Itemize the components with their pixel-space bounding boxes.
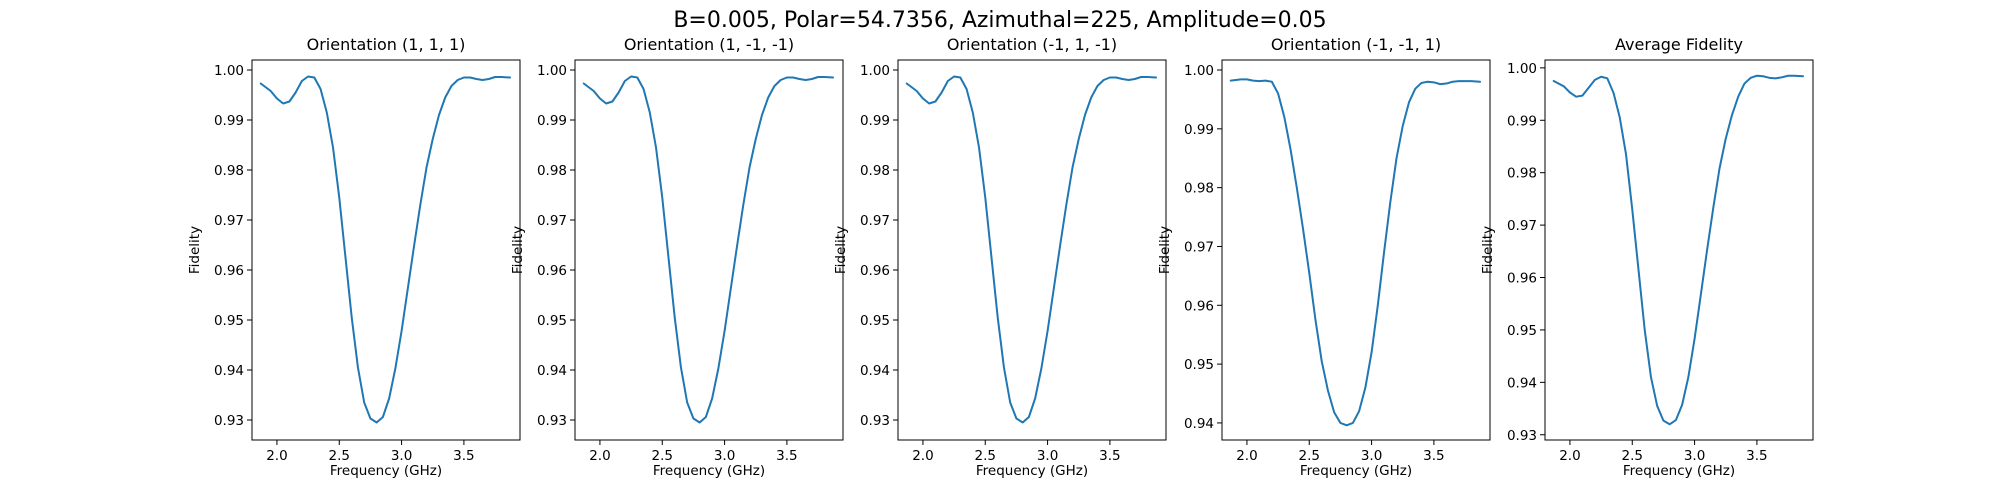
chart-title: Orientation (1, -1, -1) bbox=[624, 35, 794, 54]
y-tick-label: 0.95 bbox=[860, 313, 890, 329]
chart-panel-4: Orientation (-1, -1, 1) 2.0 2.5 3.0 3.5 0.94 0… bbox=[1157, 35, 1491, 479]
y-tick-label: 0.93 bbox=[214, 413, 244, 429]
x-tick-label: 3.5 bbox=[1099, 448, 1120, 464]
x-tick-label: 3.0 bbox=[391, 448, 412, 464]
chart-title: Average Fidelity bbox=[1615, 35, 1743, 54]
y-axis-label: Fidelity bbox=[187, 226, 203, 274]
y-axis-label: Fidelity bbox=[1157, 226, 1173, 274]
plot-frame bbox=[897, 59, 1167, 441]
x-axis-label: Frequency (GHz) bbox=[1623, 463, 1735, 479]
chart-title: Orientation (1, 1, 1) bbox=[307, 35, 466, 54]
y-tick-label: 1.00 bbox=[1184, 63, 1214, 79]
y-tick-label: 0.94 bbox=[537, 363, 567, 379]
x-axis-label: Frequency (GHz) bbox=[976, 463, 1088, 479]
y-tick-label: 0.97 bbox=[537, 213, 567, 229]
y-tick-label: 0.99 bbox=[1507, 113, 1537, 129]
series-line bbox=[259, 75, 512, 424]
chart-panel-1: Orientation (1, 1, 1) 2.0 2.5 3.0 3.5 0.93 0.9… bbox=[187, 35, 521, 479]
y-tick-label: 0.94 bbox=[1507, 375, 1537, 391]
y-tick-label: 0.98 bbox=[1507, 166, 1537, 182]
plot-frame bbox=[1544, 59, 1814, 441]
x-tick-label: 3.5 bbox=[453, 448, 474, 464]
y-tick-label: 0.96 bbox=[1184, 298, 1214, 314]
y-tick-label: 0.94 bbox=[1184, 416, 1214, 432]
y-tick-label: 0.98 bbox=[537, 163, 567, 179]
y-tick-label: 0.98 bbox=[860, 163, 890, 179]
plot-frame bbox=[1221, 59, 1491, 441]
x-tick-label: 2.5 bbox=[329, 448, 350, 464]
x-axis-label: Frequency (GHz) bbox=[1300, 463, 1412, 479]
chart-panel-3: Orientation (-1, 1, -1) 2.0 2.5 3.0 3.5 0.93 0… bbox=[833, 35, 1167, 479]
y-tick-label: 0.95 bbox=[537, 313, 567, 329]
x-tick-label: 2.0 bbox=[1559, 448, 1580, 464]
y-tick-label: 0.99 bbox=[214, 113, 244, 129]
x-tick-label: 2.0 bbox=[1236, 448, 1257, 464]
x-tick-label: 3.0 bbox=[1037, 448, 1058, 464]
x-tick-label: 2.0 bbox=[266, 448, 287, 464]
y-tick-label: 0.95 bbox=[1184, 357, 1214, 373]
x-tick-label: 3.5 bbox=[776, 448, 797, 464]
y-tick-label: 0.93 bbox=[1507, 428, 1537, 444]
chart-panel-5: Average Fidelity 2.0 2.5 3.0 3.5 0.93 0.94 0.95… bbox=[1480, 35, 1814, 479]
y-tick-label: 0.96 bbox=[1507, 271, 1537, 287]
figure-suptitle: B=0.005, Polar=54.7356, Azimuthal=225, A… bbox=[673, 8, 1326, 33]
series-line bbox=[1229, 78, 1482, 427]
y-axis-label: Fidelity bbox=[510, 226, 526, 274]
y-tick-label: 0.95 bbox=[214, 313, 244, 329]
y-tick-label: 0.96 bbox=[860, 263, 890, 279]
series-line bbox=[905, 75, 1158, 424]
y-tick-label: 0.96 bbox=[214, 263, 244, 279]
x-axis-label: Frequency (GHz) bbox=[653, 463, 765, 479]
y-axis-label: Fidelity bbox=[833, 226, 849, 274]
x-tick-label: 2.0 bbox=[912, 448, 933, 464]
y-tick-label: 0.98 bbox=[1184, 181, 1214, 197]
y-axis-label: Fidelity bbox=[1480, 226, 1496, 274]
y-tick-label: 0.99 bbox=[537, 113, 567, 129]
y-tick-label: 0.94 bbox=[214, 363, 244, 379]
x-tick-label: 2.5 bbox=[1622, 448, 1643, 464]
x-tick-label: 3.0 bbox=[1684, 448, 1705, 464]
x-tick-label: 3.5 bbox=[1423, 448, 1444, 464]
y-tick-label: 1.00 bbox=[860, 63, 890, 79]
x-tick-label: 3.0 bbox=[1361, 448, 1382, 464]
y-tick-label: 0.97 bbox=[214, 213, 244, 229]
series-line bbox=[1552, 74, 1805, 426]
x-tick-label: 3.5 bbox=[1746, 448, 1767, 464]
plot-frame bbox=[574, 59, 844, 441]
x-tick-label: 3.0 bbox=[714, 448, 735, 464]
chart-title: Orientation (-1, -1, 1) bbox=[1271, 35, 1441, 54]
y-tick-label: 0.97 bbox=[1184, 239, 1214, 255]
series-line bbox=[582, 75, 835, 424]
x-axis-label: Frequency (GHz) bbox=[330, 463, 442, 479]
y-tick-label: 1.00 bbox=[214, 63, 244, 79]
y-tick-label: 0.96 bbox=[537, 263, 567, 279]
chart-panel-2: Orientation (1, -1, -1) 2.0 2.5 3.0 3.5 0.93 0… bbox=[510, 35, 844, 479]
y-tick-label: 0.93 bbox=[537, 413, 567, 429]
y-tick-label: 0.94 bbox=[860, 363, 890, 379]
plot-frame bbox=[251, 59, 521, 441]
y-tick-label: 1.00 bbox=[537, 63, 567, 79]
y-tick-label: 0.95 bbox=[1507, 323, 1537, 339]
y-tick-label: 0.93 bbox=[860, 413, 890, 429]
y-tick-label: 0.99 bbox=[1184, 122, 1214, 138]
x-tick-label: 2.0 bbox=[589, 448, 610, 464]
x-tick-label: 2.5 bbox=[975, 448, 996, 464]
x-tick-label: 2.5 bbox=[652, 448, 673, 464]
y-tick-label: 1.00 bbox=[1507, 61, 1537, 77]
y-tick-label: 0.99 bbox=[860, 113, 890, 129]
y-tick-label: 0.97 bbox=[860, 213, 890, 229]
chart-title: Orientation (-1, 1, -1) bbox=[947, 35, 1117, 54]
x-tick-label: 2.5 bbox=[1299, 448, 1320, 464]
y-tick-label: 0.98 bbox=[214, 163, 244, 179]
y-tick-label: 0.97 bbox=[1507, 218, 1537, 234]
